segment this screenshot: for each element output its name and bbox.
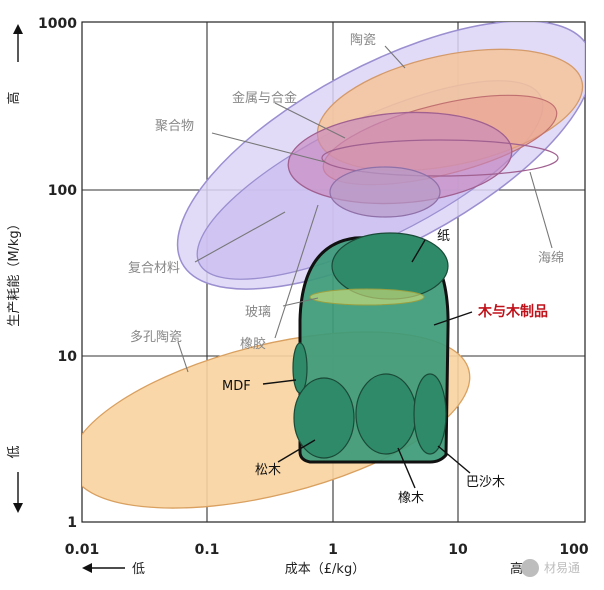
leader-lines-dark — [262, 239, 473, 489]
y-axis-title: 生产耗能（M/kg） — [7, 217, 22, 326]
region-mdf — [292, 342, 308, 394]
leader-ceramics — [384, 45, 406, 69]
y-high-arrowhead — [13, 24, 23, 34]
leader-metals — [274, 102, 346, 139]
region-glass — [309, 288, 425, 306]
label-glass: 玻璃 — [245, 305, 271, 320]
y-tick-1: 1 — [67, 515, 77, 531]
x-low-label: 低 — [132, 562, 145, 577]
leader-foam — [529, 171, 553, 249]
label-pine: 松木 — [255, 463, 281, 478]
leader-paper — [411, 239, 426, 263]
leader-lines — [177, 45, 553, 373]
leader-wood — [433, 311, 473, 326]
y-tick-10: 10 — [58, 349, 78, 365]
label-porous-ceramics: 多孔陶瓷 — [130, 329, 182, 345]
x-tick-0.1: 0.1 — [195, 542, 220, 558]
watermark: 材易通 — [521, 559, 580, 577]
x-ticks: 0.01 0.1 1 10 100 — [65, 542, 589, 558]
y-high-label: 高 — [6, 91, 22, 104]
label-ceramics: 陶瓷 — [350, 32, 376, 48]
label-mdf: MDF — [222, 379, 251, 394]
label-rubber: 橡胶 — [240, 336, 266, 352]
leader-rubber — [274, 204, 319, 339]
region-labels: 陶瓷 金属与合金 聚合物 复合材料 海绵 玻璃 橡胶 多孔陶瓷 木与木制品 纸 … — [128, 32, 564, 506]
y-tick-100: 100 — [48, 183, 77, 199]
leader-polymers — [211, 132, 326, 163]
label-oak: 橡木 — [398, 491, 424, 506]
x-tick-100: 100 — [559, 542, 588, 558]
leader-mdf — [262, 379, 297, 385]
leader-oak — [397, 447, 416, 489]
x-tick-1: 1 — [328, 542, 338, 558]
label-balsa: 巴沙木 — [466, 475, 505, 490]
x-high-label: 高 — [510, 561, 523, 577]
x-axis-title: 成本（£/kg） — [285, 562, 365, 577]
x-tick-10: 10 — [448, 542, 468, 558]
leader-composites — [194, 211, 286, 263]
leader-balsa — [437, 445, 471, 474]
region-oak — [355, 373, 417, 455]
label-metals: 金属与合金 — [232, 90, 297, 106]
label-paper: 纸 — [437, 229, 450, 244]
region-balsa — [413, 373, 447, 455]
label-polymers: 聚合物 — [155, 119, 194, 134]
leader-porous-ceramics — [177, 341, 189, 373]
y-tick-1000: 1000 — [38, 16, 77, 32]
region-rubber — [329, 166, 441, 218]
y-low-arrowhead — [13, 503, 23, 513]
watermark-icon — [521, 559, 539, 577]
label-wood: 木与木制品 — [477, 303, 548, 320]
label-foam: 海绵 — [538, 251, 564, 266]
x-axis-title-group: 低 成本（£/kg） 高 — [82, 561, 523, 577]
y-axis-title-group: 高 生产耗能（M/kg） 低 — [6, 24, 23, 513]
leader-glass — [282, 297, 319, 307]
region-polymers-ring — [321, 139, 559, 177]
x-low-arrowhead — [82, 563, 92, 573]
x-tick-0.01: 0.01 — [65, 542, 100, 558]
label-composites: 复合材料 — [128, 261, 180, 276]
watermark-text: 材易通 — [544, 561, 580, 575]
leader-pine — [277, 439, 316, 463]
region-pine — [293, 377, 355, 459]
y-ticks: 1000 100 10 1 — [38, 16, 77, 531]
y-low-label: 低 — [7, 445, 22, 458]
